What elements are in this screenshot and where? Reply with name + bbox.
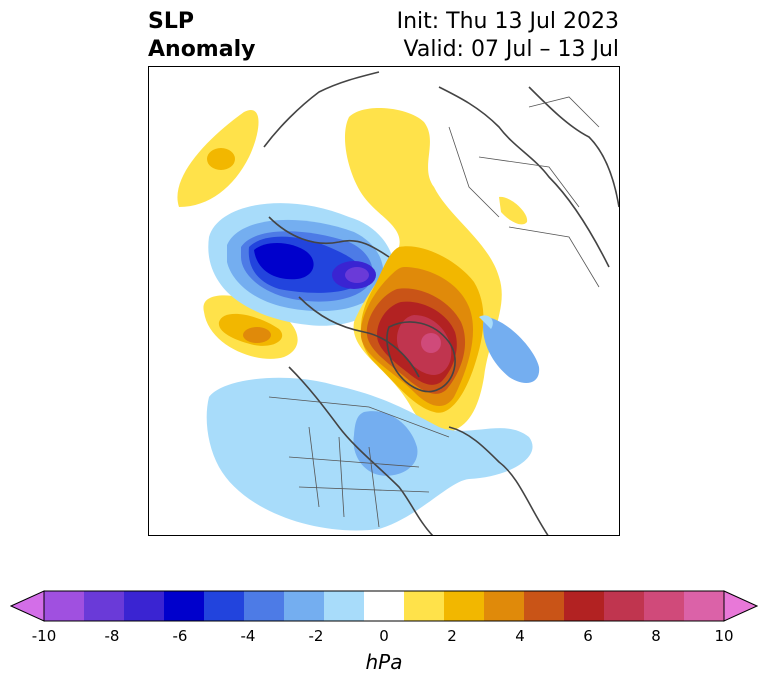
colorbar-tick-label: -2: [308, 627, 324, 645]
colorbar-segment: [44, 591, 85, 621]
colorbar-segment: [644, 591, 685, 621]
colorbar-segment: [484, 591, 525, 621]
colorbar-tick-label: 4: [515, 627, 525, 645]
colorbar-segment: [284, 591, 325, 621]
colorbar-segment: [564, 591, 605, 621]
colorbar: [9, 590, 759, 622]
colorbar-segment: [604, 591, 645, 621]
title-line-1: SLP: [148, 9, 194, 34]
colorbar-segment: [124, 591, 165, 621]
colorbar-tick-label: 0: [379, 627, 389, 645]
anomaly-map: [148, 66, 620, 536]
colorbar-segment: [524, 591, 565, 621]
colorbar-under-arrow: [9, 590, 45, 622]
positive-anomaly-pacific-north: [177, 110, 259, 207]
colorbar-tick-label: -6: [172, 627, 188, 645]
colorbar-tick-label: -10: [31, 627, 57, 645]
colorbar-tick-label: 10: [714, 627, 734, 645]
colorbar-tick-label: 8: [651, 627, 661, 645]
colorbar-tick-label: -4: [240, 627, 256, 645]
colorbar-segment: [244, 591, 285, 621]
colorbar-over-arrow: [723, 590, 759, 622]
colorbar-segment: [364, 591, 405, 621]
colorbar-scale: [9, 590, 759, 622]
colorbar-segment: [684, 591, 725, 621]
map-title: SLP Anomaly: [148, 8, 255, 64]
valid-range: Valid: 07 Jul – 13 Jul: [403, 37, 619, 62]
init-date: Init: Thu 13 Jul 2023: [396, 9, 619, 34]
colorbar-segment: [164, 591, 205, 621]
colorbar-tick-label: -8: [104, 627, 120, 645]
polar-stereographic-map: [177, 71, 619, 535]
negative-anomaly-arctic: [208, 203, 395, 326]
colorbar-units-label: hPa: [365, 650, 403, 674]
title-line-2: Anomaly: [148, 37, 256, 62]
colorbar-frame: [43, 590, 725, 622]
colorbar-segment: [324, 591, 365, 621]
colorbar-segment: [444, 591, 485, 621]
coastlines: [263, 71, 619, 535]
colorbar-segment: [404, 591, 445, 621]
init-valid-label: Init: Thu 13 Jul 2023 Valid: 07 Jul – 13…: [397, 8, 619, 64]
colorbar-segment: [204, 591, 245, 621]
colorbar-tick-label: 2: [447, 627, 457, 645]
country-borders: [268, 96, 600, 528]
colorbar-tick-label: 6: [583, 627, 593, 645]
colorbar-segment: [84, 591, 125, 621]
